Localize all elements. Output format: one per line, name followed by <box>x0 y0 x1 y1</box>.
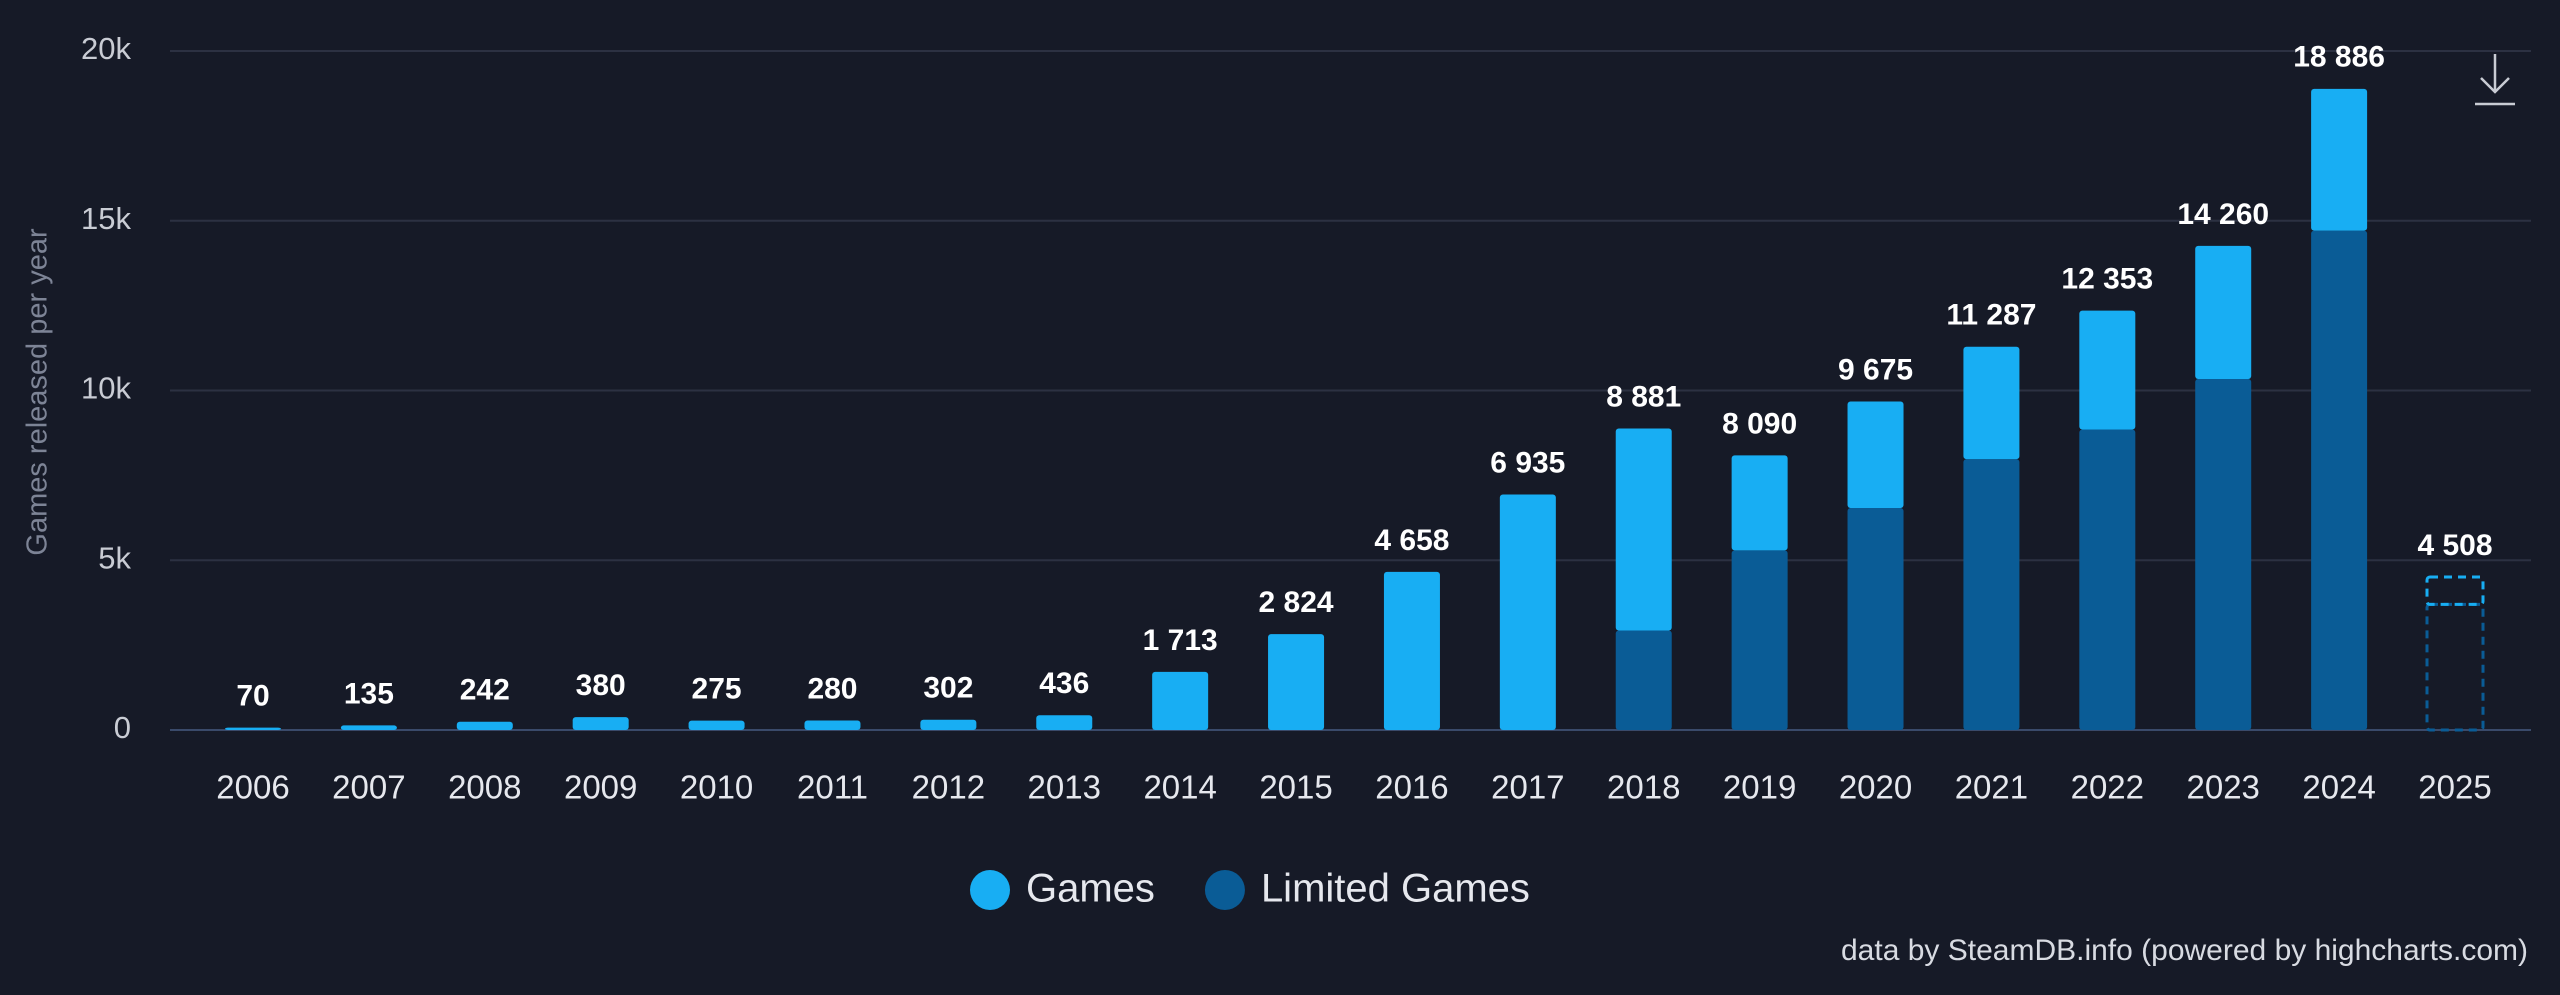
y-tick-label: 15k <box>81 201 131 236</box>
bar-segment <box>1268 634 1325 730</box>
total-label: 280 <box>807 672 857 705</box>
x-tick-label: 2006 <box>216 769 289 806</box>
x-tick-label: 2016 <box>1375 769 1448 806</box>
bar-segment <box>225 727 281 730</box>
x-tick-label: 2022 <box>2071 769 2144 806</box>
bar-segment <box>804 720 861 730</box>
total-label: 135 <box>344 677 394 710</box>
y-tick-label: 0 <box>114 710 131 745</box>
x-tick-label: 2024 <box>2302 769 2375 806</box>
x-tick-label: 2017 <box>1491 769 1564 806</box>
bar-segment <box>2079 429 2136 730</box>
x-tick-label: 2007 <box>332 769 405 806</box>
bar-segment <box>688 720 745 730</box>
bar-segment <box>1847 401 1904 508</box>
total-label: 2 824 <box>1259 586 1334 619</box>
total-label: 275 <box>692 673 742 706</box>
y-tick-label: 10k <box>81 371 131 406</box>
x-tick-label: 2008 <box>448 769 521 806</box>
x-tick-label: 2019 <box>1723 769 1796 806</box>
total-label: 70 <box>236 680 269 713</box>
total-label: 14 260 <box>2177 198 2269 231</box>
x-tick-label: 2025 <box>2418 769 2491 806</box>
total-label: 380 <box>576 669 626 702</box>
bar-segment <box>1963 459 2020 730</box>
x-tick-label: 2009 <box>564 769 637 806</box>
y-tick-label: 5k <box>98 540 131 575</box>
total-label: 8 881 <box>1606 380 1681 413</box>
total-label: 12 353 <box>2061 263 2153 296</box>
bar-segment <box>2311 88 2368 231</box>
legend-item[interactable]: Limited Games <box>1204 867 1530 911</box>
x-tick-label: 2010 <box>680 769 753 806</box>
bar-segment <box>1847 507 1904 730</box>
x-tick-label: 2012 <box>912 769 985 806</box>
legend-label: Games <box>1026 867 1155 911</box>
total-label: 4 658 <box>1374 524 1449 557</box>
bar-segment <box>920 719 977 730</box>
total-label: 242 <box>460 674 510 707</box>
x-tick-label: 2018 <box>1607 769 1680 806</box>
bar-segment <box>572 717 629 730</box>
legend-swatch <box>970 870 1010 910</box>
bar-segment <box>1383 571 1440 730</box>
total-label: 1 713 <box>1143 624 1218 657</box>
total-label: 6 935 <box>1490 446 1565 479</box>
x-tick-label: 2015 <box>1259 769 1332 806</box>
x-tick-label: 2011 <box>797 769 868 806</box>
bar-segment <box>1731 455 1788 551</box>
x-tick-label: 2014 <box>1143 769 1216 806</box>
bar-segment <box>456 721 513 730</box>
y-axis-title: Games released per year <box>22 228 54 556</box>
bar-segment <box>1499 494 1556 730</box>
x-tick-label: 2020 <box>1839 769 1912 806</box>
bar-segment <box>2425 575 2485 606</box>
total-label: 302 <box>923 672 973 705</box>
y-tick-label: 20k <box>81 31 131 66</box>
bar-segment <box>2195 245 2252 379</box>
bar-segment <box>1036 715 1093 730</box>
total-label: 4 508 <box>2417 529 2492 562</box>
bar-segment <box>2195 378 2252 730</box>
legend-item[interactable]: Games <box>970 867 1155 911</box>
bar-segment <box>2425 602 2485 732</box>
bar-segment <box>1731 550 1788 730</box>
x-tick-label: 2013 <box>1028 769 1101 806</box>
x-tick-label: 2021 <box>1955 769 2028 806</box>
download-icon[interactable] <box>2475 54 2515 106</box>
bar-segment <box>1963 346 2020 460</box>
total-label: 9 675 <box>1838 353 1913 386</box>
legend-swatch <box>1204 870 1245 910</box>
x-tick-label: 2023 <box>2186 769 2259 806</box>
total-label: 436 <box>1039 667 1089 700</box>
bar-segment <box>2311 230 2368 730</box>
bar-segment <box>1615 630 1672 730</box>
total-label: 8 090 <box>1722 407 1797 440</box>
bar-segment <box>1152 671 1209 730</box>
bar-segment <box>2079 310 2136 430</box>
bar-segment <box>1615 428 1672 631</box>
total-label: 18 886 <box>2293 41 2385 74</box>
credit: data by SteamDB.info (powered by highcha… <box>1841 934 2528 967</box>
bar-segment <box>340 725 397 730</box>
total-label: 11 287 <box>1946 299 2036 332</box>
legend-label: Limited Games <box>1261 867 1530 911</box>
